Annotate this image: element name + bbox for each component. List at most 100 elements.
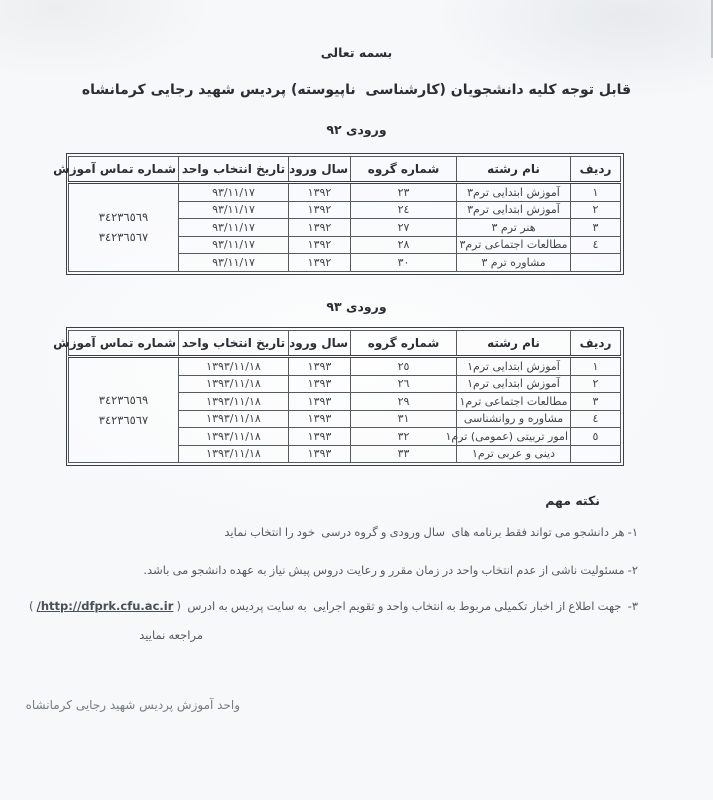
- cell-name: آموزش ابتدایی ترم١: [456, 374, 571, 393]
- table-row: ٤ مشاوره و روانشناسی ٣١ ١٣٩٣ ١٣٩٣/١١/١٨: [69, 409, 621, 428]
- cell-year: ١٣٩٣: [288, 444, 351, 463]
- entry-92-table: ردیف نام رشته شماره گروه سال ورود تاریخ انتخ…: [53, 156, 621, 272]
- cell-year: ١٣٩٣: [288, 427, 351, 446]
- section-heading-entry-92: ورودی ٩٢: [326, 122, 387, 137]
- note-3-closing-paren: ): [29, 599, 37, 613]
- table-row: ١ آموزش ابتدایی ترم٣ ٢٣ ١٣٩٢ ٩٣/١١/١٧ ٣٤٢٣٦٥٦…: [68, 182, 621, 272]
- cell-radif: [570, 253, 621, 272]
- entry-93-table-wrapper: ردیف نام رشته شماره گروه سال ورود تاریخ انتخ…: [53, 327, 624, 466]
- cell-year: ١٣٩٢: [288, 218, 351, 237]
- cell-year: ١٣٩٣: [288, 356, 351, 376]
- section-heading-entry-93: ورودی ٩٣: [326, 299, 387, 314]
- cell-name: مطالعات اجتماعی ترم٣: [456, 235, 571, 254]
- cell-group: ٢٩: [350, 392, 457, 411]
- cell-radif: ٤: [570, 235, 621, 254]
- bismillah-heading: بسمه تعالی: [320, 45, 393, 60]
- column-header: ردیف: [570, 156, 621, 184]
- column-header: شماره تماس آموزش: [53, 330, 179, 358]
- cell-name: آموزش ابتدایی ترم٣: [456, 200, 571, 219]
- scan-edge-artifact: [711, 0, 713, 58]
- cell-date: ٩٣/١١/١٧: [178, 182, 289, 202]
- page-title: قابل توجه کلیه دانشجویان (کارشناسی ناپیو…: [81, 82, 632, 98]
- table-row: دینی و عربی ترم١ ٣٣ ١٣٩٣ ١٣٩٣/١١/١٨: [69, 444, 621, 463]
- note-3: ٣- جهت اطلاع از اخبار تکمیلی مربوط به ان…: [29, 599, 638, 613]
- cell-date: ٩٣/١١/١٧: [178, 253, 289, 272]
- column-header: نام رشته: [456, 330, 571, 358]
- cell-radif: ١: [570, 356, 621, 376]
- column-header: سال ورود: [288, 156, 351, 184]
- cell-radif: ٣: [570, 218, 621, 237]
- cell-radif: [570, 444, 621, 463]
- cell-group: ٢٧: [350, 218, 457, 237]
- table-row: ٥ امور تربیتی (عمومی) ترم١ ٣٢ ١٣٩٣ ١٣٩٣/١١/١…: [69, 427, 621, 446]
- notes-heading: نکته مهم: [545, 493, 600, 508]
- cell-radif: ٢: [570, 200, 621, 219]
- cell-group: ٣٢: [350, 427, 457, 446]
- cell-name: آموزش ابتدایی ترم٣: [456, 182, 571, 202]
- cell-radif: ١: [570, 182, 621, 202]
- cell-date: ١٣٩٣/١١/١٨: [178, 356, 289, 376]
- note-2: ٢- مسئولیت ناشی از عدم انتخاب واحد در زم…: [143, 563, 638, 577]
- cell-year: ١٣٩٢: [288, 200, 351, 219]
- entry-92-table-wrapper: ردیف نام رشته شماره گروه سال ورود تاریخ انتخ…: [53, 153, 624, 275]
- cell-name: مشاوره ترم ٣: [456, 253, 571, 272]
- phone-number: ٣٤٢٣٦٥٦٩: [98, 392, 149, 407]
- cell-name: مشاوره و روانشناسی: [456, 409, 571, 428]
- cell-radif: ٤: [570, 409, 621, 428]
- cell-group: ٣٠: [350, 253, 457, 272]
- note-1: ١- هر دانشجو می تواند فقط برنامه های سال…: [224, 525, 638, 539]
- cell-education-phone-numbers: ٣٤٢٣٦٥٦٩ ٣٤٢٣٦٥٦٧: [68, 356, 179, 463]
- column-header: شماره تماس آموزش: [53, 156, 179, 184]
- cell-year: ١٣٩٢: [288, 235, 351, 254]
- cell-name: هنر ترم ٣: [456, 218, 571, 237]
- signature-line: واحد آموزش پردیس شهید رجایی کرمانشاه: [25, 698, 240, 712]
- cell-radif: ٥: [570, 427, 621, 446]
- cell-group: ٢٤: [350, 200, 457, 219]
- cell-group: ٣١: [350, 409, 457, 428]
- cell-date: ١٣٩٣/١١/١٨: [178, 427, 289, 446]
- cell-year: ١٣٩٢: [288, 253, 351, 272]
- cell-group: ٢٣: [350, 182, 457, 202]
- cell-education-phone-numbers: ٣٤٢٣٦٥٦٩ ٣٤٢٣٦٥٦٧: [68, 182, 179, 272]
- cell-radif: ٣: [570, 392, 621, 411]
- cell-date: ٩٣/١١/١٧: [178, 235, 289, 254]
- table-row: ٢ آموزش ابتدایی ترم١ ٢٦ ١٣٩٣ ١٣٩٣/١١/١٨: [69, 374, 621, 393]
- cell-name: امور تربیتی (عمومی) ترم١: [445, 427, 571, 446]
- phone-number: ٣٤٢٣٦٥٦٩: [98, 210, 149, 225]
- phone-number: ٣٤٢٣٦٥٦٧: [98, 230, 149, 245]
- cell-year: ١٣٩٣: [288, 392, 351, 411]
- cell-group: ٢٥: [350, 356, 457, 376]
- entry-93-table: ردیف نام رشته شماره گروه سال ورود تاریخ انتخ…: [53, 330, 621, 463]
- cell-name: آموزش ابتدایی ترم١: [456, 356, 571, 376]
- table-header-row: ردیف نام رشته شماره گروه سال ورود تاریخ انتخ…: [53, 330, 621, 358]
- cell-radif: ٢: [570, 374, 621, 393]
- cell-date: ١٣٩٣/١١/١٨: [178, 444, 289, 463]
- campus-website-link: http://dfprk.cfu.ac.ir/: [36, 599, 174, 613]
- table-header-row: ردیف نام رشته شماره گروه سال ورود تاریخ انتخ…: [53, 156, 621, 184]
- cell-date: ٩٣/١١/١٧: [178, 200, 289, 219]
- column-header: تاریخ انتخاب واحد: [178, 156, 289, 184]
- cell-name: مطالعات اجتماعی ترم١: [456, 392, 571, 411]
- cell-date: ١٣٩٣/١١/١٨: [178, 392, 289, 411]
- cell-group: ٢٨: [350, 235, 457, 254]
- table-row: مشاوره ترم ٣ ٣٠ ١٣٩٢ ٩٣/١١/١٧: [69, 253, 621, 272]
- column-header: شماره گروه: [350, 156, 457, 184]
- cell-year: ١٣٩٢: [288, 182, 351, 202]
- cell-date: ٩٣/١١/١٧: [178, 218, 289, 237]
- cell-group: ٣٣: [350, 444, 457, 463]
- cell-date: ١٣٩٣/١١/١٨: [178, 409, 289, 428]
- column-header: تاریخ انتخاب واحد: [178, 330, 289, 358]
- cell-year: ١٣٩٣: [288, 409, 351, 428]
- table-row: ٤ مطالعات اجتماعی ترم٣ ٢٨ ١٣٩٢ ٩٣/١١/١٧: [69, 235, 621, 254]
- column-header: شماره گروه: [350, 330, 457, 358]
- cell-group: ٢٦: [350, 374, 457, 393]
- phone-number: ٣٤٢٣٦٥٦٧: [98, 413, 149, 427]
- note-3-continuation: مراجعه نمایید: [139, 628, 203, 642]
- column-header: ردیف: [570, 330, 621, 358]
- cell-year: ١٣٩٣: [288, 374, 351, 393]
- table-row: ١ آموزش ابتدایی ترم١ ٢٥ ١٣٩٣ ١٣٩٣/١١/١٨ ٣٤٢٣٦…: [68, 356, 621, 463]
- cell-name: دینی و عربی ترم١: [456, 444, 571, 463]
- note-3-text: ٣- جهت اطلاع از اخبار تکمیلی مربوط به ان…: [173, 599, 638, 613]
- column-header: سال ورود: [288, 330, 351, 358]
